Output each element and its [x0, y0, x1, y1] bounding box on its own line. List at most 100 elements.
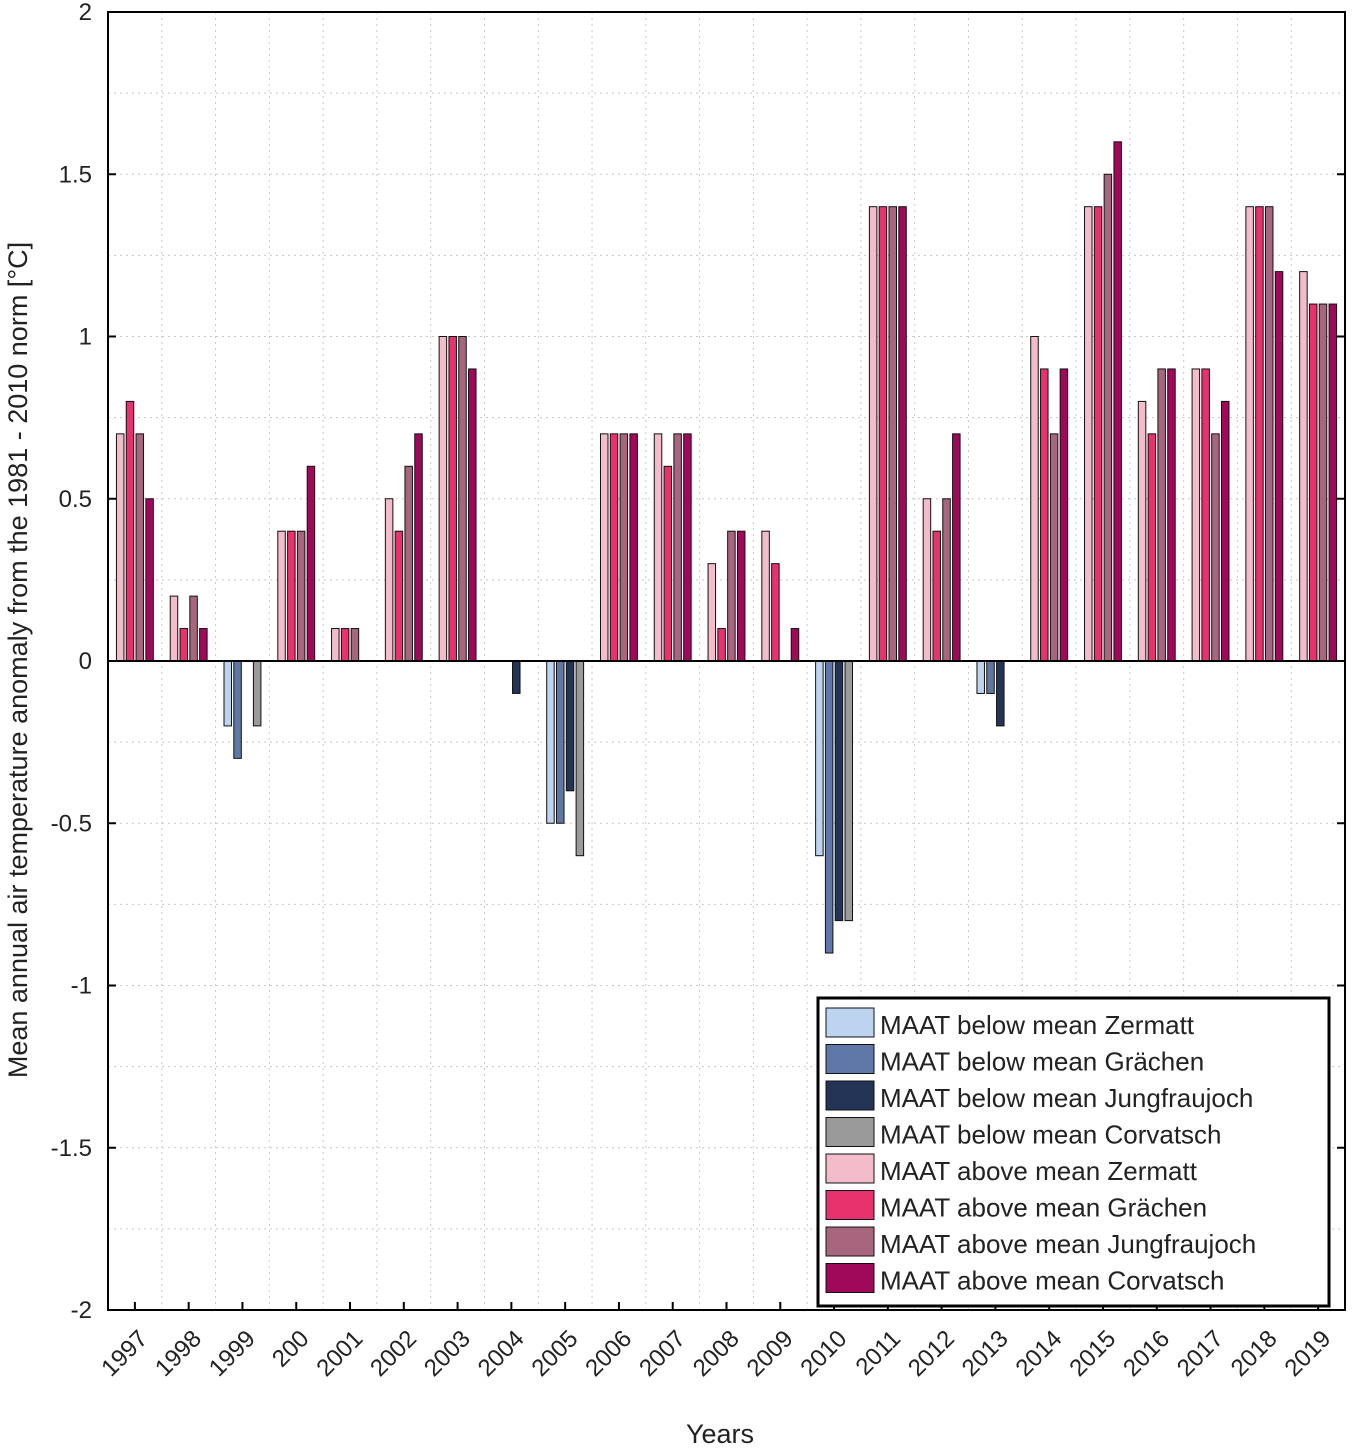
bar-1997-corvatsch [145, 498, 154, 662]
bar-2003-gr-chen [448, 336, 457, 662]
legend-label: MAAT above mean Jungfraujoch [880, 1229, 1256, 1259]
x-tick-label: 2009 [742, 1325, 799, 1382]
legend-label: MAAT below mean Grächen [880, 1047, 1204, 1077]
legend-box [816, 996, 1331, 1308]
bar-1997-zermatt [115, 433, 125, 662]
legend-label: MAAT above mean Corvatsch [880, 1266, 1224, 1296]
bar-2019-gr-chen [1308, 303, 1318, 662]
y-tick-label: 0.5 [59, 486, 92, 513]
bar-2008-gr-chen [717, 628, 726, 662]
bar-2006-zermatt [599, 433, 609, 662]
x-tick-label: 2012 [903, 1325, 960, 1382]
bar-2010-zermatt [815, 660, 824, 857]
y-tick-label: -1 [71, 973, 92, 1000]
bar-2002-zermatt [384, 498, 394, 662]
y-tick-label: 1 [79, 324, 92, 351]
bar-2017-zermatt [1191, 368, 1201, 662]
bar-2009-corvatsch [790, 628, 800, 662]
bar-1998-jungfraujoch [189, 595, 198, 662]
x-axis-label: Years [686, 1419, 754, 1449]
bar-2014-gr-chen [1040, 368, 1049, 662]
bar-2013-gr-chen [986, 660, 995, 694]
y-tick-label: 2 [79, 0, 92, 26]
legend-swatch [825, 1153, 875, 1184]
bar-2019-jungfraujoch [1318, 303, 1328, 662]
x-tick-label: 2004 [473, 1325, 530, 1382]
bar-2014-jungfraujoch [1049, 433, 1059, 662]
bar-200-corvatsch [306, 465, 316, 662]
bar-2004-jungfraujoch [512, 660, 521, 694]
bar-1998-corvatsch [199, 628, 208, 662]
bar-2013-zermatt [976, 660, 985, 694]
y-tick-label: -0.5 [51, 810, 92, 837]
legend-swatch [825, 1080, 875, 1111]
x-tick-label: 2011 [851, 1325, 907, 1381]
x-tick-label: 2006 [580, 1325, 637, 1382]
bar-2017-gr-chen [1201, 368, 1210, 662]
x-tick-label: 2007 [634, 1325, 691, 1382]
bar-2018-jungfraujoch [1264, 206, 1274, 662]
bar-2005-zermatt [546, 660, 555, 824]
y-tick-label: 1.5 [59, 161, 92, 188]
bar-2015-gr-chen [1093, 206, 1103, 662]
bar-1998-gr-chen [179, 628, 189, 662]
y-tick-label: -2 [71, 1297, 92, 1324]
bar-200-zermatt [277, 530, 286, 662]
bar-2011-gr-chen [878, 206, 888, 662]
bar-2014-zermatt [1030, 336, 1039, 662]
bar-1999-gr-chen [233, 660, 242, 759]
legend-label: MAAT above mean Grächen [880, 1193, 1207, 1223]
x-tick-label: 2005 [527, 1325, 584, 1382]
bar-2008-zermatt [707, 563, 717, 662]
bar-2012-jungfraujoch [942, 498, 951, 662]
bar-2015-jungfraujoch [1103, 173, 1113, 662]
x-tick-label: 2014 [1011, 1325, 1068, 1382]
bar-2018-gr-chen [1255, 206, 1264, 662]
legend-swatch [825, 1007, 875, 1038]
bar-2018-zermatt [1245, 206, 1254, 662]
bar-2006-gr-chen [609, 433, 619, 662]
x-tick-label: 2016 [1118, 1325, 1175, 1382]
bar-2014-corvatsch [1059, 368, 1069, 662]
bar-2016-gr-chen [1147, 433, 1157, 662]
bar-2015-zermatt [1084, 206, 1093, 662]
bar-2012-corvatsch [952, 433, 961, 662]
bar-2002-corvatsch [414, 433, 423, 662]
y-tick-label: 0 [79, 648, 92, 675]
bar-2007-zermatt [653, 433, 663, 662]
bar-2007-corvatsch [683, 433, 692, 662]
bar-200-jungfraujoch [296, 530, 306, 662]
bar-2019-corvatsch [1328, 303, 1338, 662]
x-tick-label: 1998 [150, 1325, 207, 1382]
bar-2003-zermatt [438, 336, 448, 662]
bar-2003-jungfraujoch [458, 336, 467, 662]
y-axis-label: Mean annual air temperature anomaly from… [3, 242, 33, 1078]
bar-2011-jungfraujoch [888, 206, 897, 662]
legend-label: MAAT below mean Zermatt [880, 1010, 1195, 1040]
bar-2006-jungfraujoch [619, 433, 629, 662]
bar-2010-corvatsch [844, 660, 854, 922]
bar-2005-jungfraujoch [565, 660, 575, 792]
bar-2008-corvatsch [736, 530, 746, 662]
bar-2007-gr-chen [663, 465, 673, 662]
bar-1997-gr-chen [125, 400, 135, 662]
bar-1998-zermatt [169, 595, 179, 662]
x-tick-label: 1997 [96, 1325, 153, 1382]
bar-2007-jungfraujoch [673, 433, 682, 662]
x-tick-label: 2013 [957, 1325, 1014, 1382]
legend-swatch [825, 1190, 875, 1220]
x-tick-label: 1999 [204, 1325, 261, 1382]
bar-1999-corvatsch [252, 660, 262, 727]
bar-1997-jungfraujoch [135, 433, 145, 662]
bar-2010-gr-chen [824, 660, 834, 954]
bar-2010-jungfraujoch [834, 660, 844, 922]
bar-2006-corvatsch [629, 433, 638, 662]
bar-2001-jungfraujoch [350, 628, 360, 662]
bar-2005-gr-chen [556, 660, 565, 824]
legend-swatch [825, 1226, 875, 1257]
x-tick-label: 2008 [688, 1325, 745, 1382]
bar-2019-zermatt [1299, 271, 1308, 662]
x-tick-label: 2019 [1280, 1325, 1337, 1382]
bar-2002-jungfraujoch [404, 465, 413, 662]
